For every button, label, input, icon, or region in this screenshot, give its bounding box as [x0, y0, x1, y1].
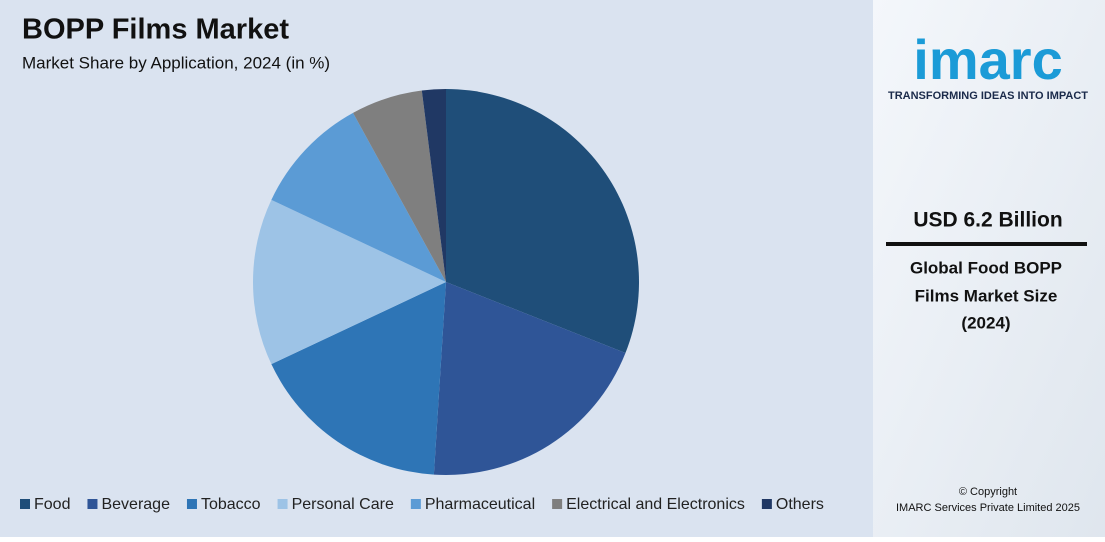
legend-swatch: [87, 499, 98, 509]
pie-slice: [271, 282, 446, 475]
legend-swatch: [410, 499, 421, 509]
chart-title: BOPP Films Market: [22, 14, 289, 46]
pie-slice: [252, 199, 446, 365]
legend-swatch: [186, 499, 197, 509]
chart-subtitle: Market Share by Application, 2024 (in %): [22, 53, 330, 72]
sidebar-background: [873, 0, 1105, 537]
legend: Food Beverage Tobacco Personal Care Pharmace…: [20, 496, 824, 513]
caption: Global Food BOPP: [910, 258, 1062, 277]
legend-label: Electrical and Electronics: [566, 496, 745, 513]
copyright: © Copyright: [959, 486, 1017, 498]
legend-swatch: [552, 499, 563, 509]
legend-label: Tobacco: [201, 496, 261, 513]
pie-slice: [433, 282, 626, 475]
logo: imarc: [913, 28, 1062, 91]
pie-slice: [446, 89, 639, 354]
legend-label: Others: [776, 496, 824, 513]
legend-label: Food: [34, 496, 70, 513]
caption: Films Market Size: [915, 286, 1058, 305]
legend-swatch: [20, 499, 30, 509]
legend-label: Pharmaceutical: [425, 496, 535, 513]
tagline: TRANSFORMING IDEAS INTO IMPACT: [888, 90, 1088, 102]
caption: (2024): [961, 313, 1010, 332]
legend-label: Beverage: [101, 496, 170, 513]
legend-swatch: [761, 499, 772, 509]
copyright: IMARC Services Private Limited 2025: [896, 502, 1080, 514]
pie-slice: [353, 90, 446, 282]
divider: [886, 242, 1087, 246]
headline: USD 6.2 Billion: [913, 209, 1062, 232]
legend-label: Personal Care: [292, 496, 394, 513]
legend-swatch: [277, 499, 288, 509]
pie: [252, 89, 639, 475]
pie-slice: [271, 112, 446, 283]
pie-slice: [421, 89, 446, 282]
